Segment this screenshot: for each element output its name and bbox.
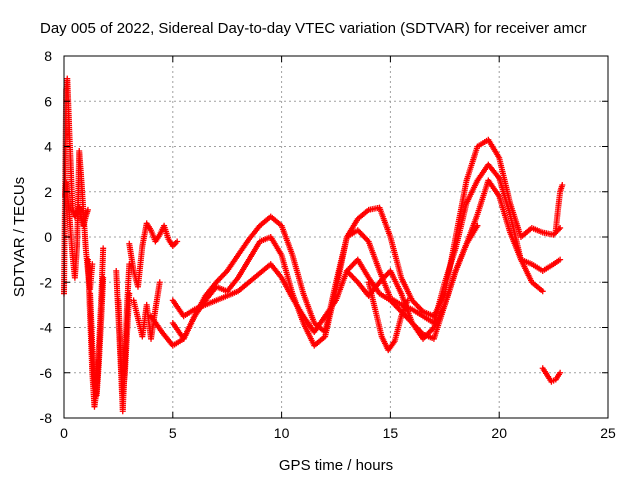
series-middle-branch: [343, 177, 546, 342]
chart-title: Day 005 of 2022, Sidereal Day-to-day VTE…: [40, 20, 587, 37]
y-tick-label: 8: [44, 48, 52, 64]
series-drop-2b: [115, 290, 133, 399]
series-early-wiggle-b: [130, 279, 163, 342]
series-early-spikes-b: [62, 148, 96, 293]
y-tick-label: 2: [44, 184, 52, 200]
data-point: [156, 279, 163, 286]
data-points: [61, 75, 566, 415]
series-curve-middle: [169, 161, 564, 349]
y-tick-label: -2: [40, 274, 53, 290]
data-point: [126, 261, 133, 268]
x-tick-label: 25: [600, 425, 616, 441]
x-tick-label: 0: [60, 425, 68, 441]
series-drop-1b: [87, 274, 107, 399]
x-tick-label: 15: [383, 425, 399, 441]
x-tick-label: 10: [274, 425, 290, 441]
series-late-dip: [539, 365, 564, 385]
data-point: [557, 256, 564, 263]
x-tick-label: 5: [169, 425, 177, 441]
y-tick-label: 6: [44, 93, 52, 109]
data-point: [174, 238, 181, 245]
y-tick-label: 0: [44, 229, 52, 245]
x-tick-label: 20: [491, 425, 507, 441]
y-tick-label: -6: [40, 365, 53, 381]
series-curve-upper: [148, 136, 564, 349]
y-axis-label: SDTVAR / TECUs: [11, 177, 28, 297]
x-axis-label: GPS time / hours: [279, 457, 393, 474]
series-early-spikes-a: [61, 75, 91, 297]
y-tick-label: -8: [40, 410, 53, 426]
data-point: [100, 245, 107, 252]
series-end-rise: [552, 181, 566, 234]
y-tick-label: -4: [40, 320, 53, 336]
data-point: [539, 288, 546, 295]
data-point: [100, 274, 107, 281]
data-point: [126, 290, 133, 297]
data-point: [559, 181, 566, 188]
y-tick-label: 4: [44, 139, 52, 155]
series-early-wiggle: [126, 220, 181, 290]
data-point: [557, 369, 564, 376]
series-descent-branch: [365, 279, 411, 354]
data-point: [404, 297, 411, 304]
